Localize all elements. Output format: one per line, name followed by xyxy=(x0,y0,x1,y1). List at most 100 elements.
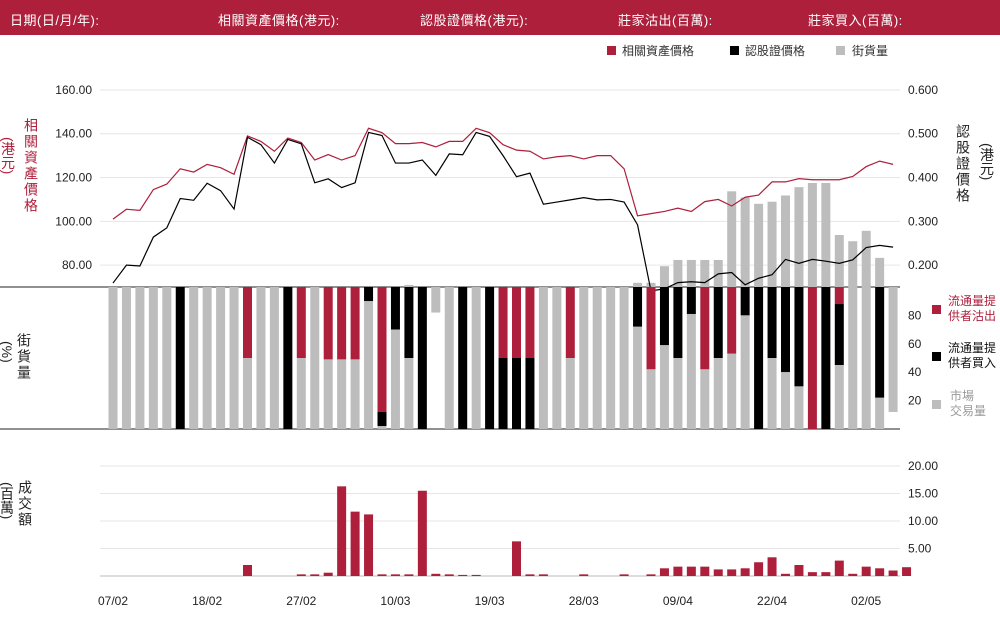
turnover-bar xyxy=(444,574,454,576)
sell-bar xyxy=(646,287,656,370)
x-tick-label: 09/04 xyxy=(663,594,693,608)
turnover-bar xyxy=(310,574,320,576)
buy-bar xyxy=(754,287,764,429)
outstanding-bar xyxy=(700,259,710,287)
market-bar xyxy=(686,313,696,429)
buy-bar xyxy=(404,287,414,358)
legend-sell-line2: 供者沽出 xyxy=(948,309,996,323)
mid-tick-label: 60 xyxy=(908,337,922,351)
turnover-bar xyxy=(700,566,710,576)
market-bar xyxy=(861,287,871,429)
legend-outstanding-label: 街貨量 xyxy=(852,43,888,58)
market-bar xyxy=(269,287,279,429)
market-bar xyxy=(592,287,602,429)
turnover-bar xyxy=(350,511,360,576)
buy-bar xyxy=(875,287,885,398)
legend-sell-line1: 流通量提 xyxy=(948,293,996,308)
market-bar xyxy=(189,287,199,429)
right-tick-label: 0.500 xyxy=(908,127,938,141)
market-bar xyxy=(243,358,252,429)
sell-bar xyxy=(727,287,737,354)
market-bar xyxy=(364,301,374,429)
sell-bar xyxy=(834,287,844,305)
right-top-title-main: 認股證價格 xyxy=(955,124,971,204)
turnover-bar xyxy=(364,514,374,576)
left-mid-title-main: 街貨量 xyxy=(16,333,32,381)
x-tick-label: 02/05 xyxy=(851,594,881,608)
bottom-tick-label: 5.00 xyxy=(908,542,932,556)
market-bar xyxy=(606,287,616,429)
market-bar xyxy=(121,287,131,429)
chart-marks xyxy=(108,127,912,576)
right-top-title-unit: (港元) xyxy=(979,143,995,180)
market-bar xyxy=(552,287,562,429)
mid-tick-label: 40 xyxy=(908,365,922,379)
turnover-bar xyxy=(431,573,441,576)
outstanding-bar xyxy=(646,282,656,287)
turnover-bar xyxy=(754,562,764,576)
market-bar xyxy=(875,397,885,429)
buy-bar xyxy=(364,287,374,302)
turnover-bar xyxy=(538,574,548,576)
mid-tick-label: 20 xyxy=(908,394,922,408)
outstanding-bar xyxy=(781,195,790,287)
buy-bar xyxy=(633,287,643,327)
market-bar xyxy=(377,426,387,429)
header-bar: 日期(日/月/年): 相關資產價格(港元): 認股證價格(港元): 莊家沽出(百… xyxy=(0,0,1000,35)
market-bar xyxy=(834,365,844,429)
market-bar xyxy=(296,358,306,429)
buy-bar xyxy=(659,287,669,346)
market-bar xyxy=(700,369,710,429)
outstanding-bar xyxy=(740,197,750,287)
top-legend: 相關資產價格 認股證價格 街貨量 xyxy=(607,43,888,58)
market-bar xyxy=(471,287,481,429)
market-bar xyxy=(633,326,643,429)
turnover-bar xyxy=(821,572,831,576)
legend-buy-line2: 供者買入 xyxy=(948,356,996,370)
sell-bar xyxy=(565,287,575,358)
left-tick-label: 100.00 xyxy=(55,214,92,228)
outstanding-bar xyxy=(686,259,696,287)
turnover-bar xyxy=(902,567,912,576)
sell-bar xyxy=(243,287,252,358)
turnover-bar xyxy=(243,565,252,576)
turnover-bar xyxy=(646,574,656,576)
dealer-buy-label: 莊家買入(百萬): xyxy=(808,13,903,28)
turnover-bar xyxy=(337,486,347,576)
outstanding-bar xyxy=(633,282,643,287)
outstanding-bar xyxy=(821,183,831,287)
buy-bar xyxy=(740,287,750,316)
turnover-bar xyxy=(471,574,481,576)
market-bar xyxy=(323,359,333,429)
left-top-title: 相關資產價格 (港元) xyxy=(0,118,39,214)
market-bar xyxy=(673,358,683,429)
turnover-bar xyxy=(673,566,683,576)
turnover-bar xyxy=(390,574,400,576)
market-bar xyxy=(538,287,548,429)
market-bar xyxy=(310,287,320,429)
buy-bar xyxy=(485,287,495,429)
turnover-bar xyxy=(848,573,858,576)
turnover-bar xyxy=(417,490,427,576)
buy-bar xyxy=(673,287,683,358)
left-top-title-main: 相關資產價格 xyxy=(23,118,39,214)
market-bar xyxy=(108,287,118,429)
sell-bar xyxy=(377,287,387,412)
market-bar xyxy=(794,386,804,429)
x-tick-label: 28/03 xyxy=(569,594,599,608)
market-bar xyxy=(431,287,441,313)
market-bar xyxy=(646,369,656,429)
legend-warrant-label: 認股證價格 xyxy=(745,43,805,58)
turnover-bar xyxy=(888,570,898,576)
underlying-price-line xyxy=(112,127,894,220)
market-bar xyxy=(256,287,266,429)
outstanding-bar xyxy=(673,259,683,287)
market-bar xyxy=(888,287,898,412)
market-bar xyxy=(202,287,212,429)
turnover-bar xyxy=(404,574,414,576)
legend-underlying-swatch xyxy=(607,46,616,55)
turnover-bar xyxy=(619,574,629,576)
buy-bar xyxy=(512,358,521,429)
market-bar xyxy=(216,287,226,429)
left-tick-label: 160.00 xyxy=(55,83,92,97)
